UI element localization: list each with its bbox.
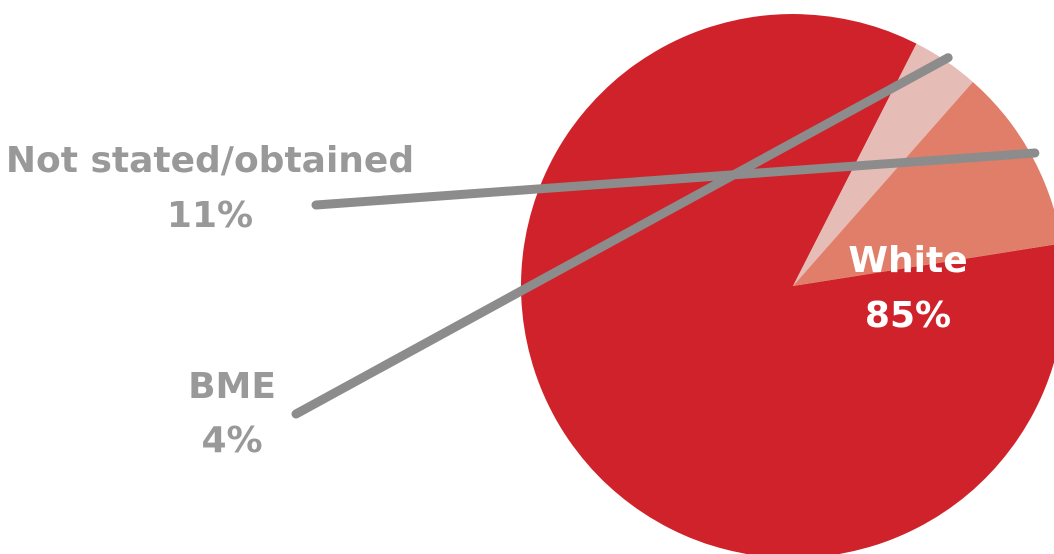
slice-value-white: 85% [865,295,951,336]
pie-labels: White 85% Not stated/obtained 11% BME 4% [6,140,968,461]
leader-lines [291,53,1040,419]
pie-slices [521,14,1054,554]
pie-slice-not-stated [793,81,1054,286]
slice-label-not-stated: Not stated/obtained [6,140,414,181]
leader-line-not-stated [311,148,1040,210]
pie-slice-white [521,14,1054,554]
slice-value-bme: 4% [201,420,262,461]
slice-value-not-stated: 11% [167,195,253,236]
slice-label-bme: BME [188,366,276,407]
slice-label-white: White [848,240,967,281]
leader-line-bme [291,53,953,419]
